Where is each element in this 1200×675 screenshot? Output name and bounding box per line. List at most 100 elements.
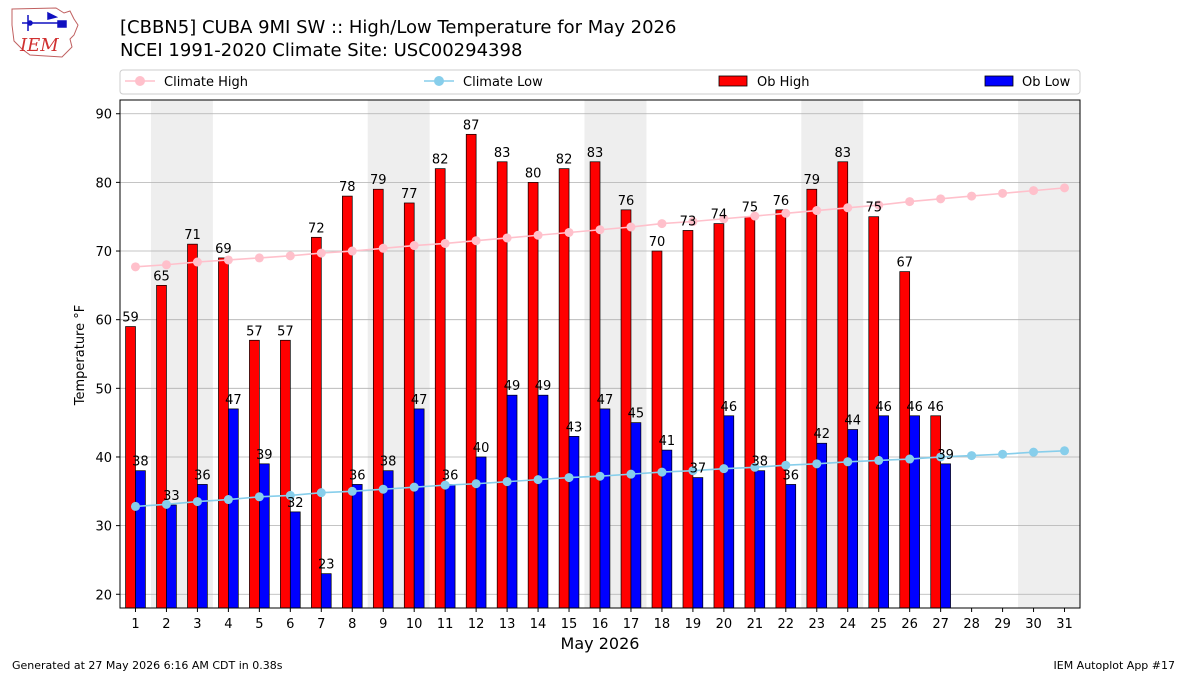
ob-high-bar	[187, 243, 198, 609]
ob-high-bar	[744, 216, 756, 609]
ob-low-bar	[723, 415, 735, 609]
climate-high-point	[409, 241, 419, 251]
ob-low-bar	[289, 511, 301, 609]
climate-high-point	[471, 236, 481, 246]
x-tick-label: 4	[224, 617, 232, 632]
ob-high-bar	[218, 257, 229, 609]
bar-value-labels: 59 65 71 69 57 57 72 78 79 77 82 87 83 80 82 83 76 70 73 74…	[122, 118, 954, 572]
climate-high-point	[316, 248, 326, 258]
ob-low-label: 47	[411, 393, 428, 408]
legend-item-climate-high: Climate High	[125, 75, 248, 90]
ob-low-label: 47	[597, 393, 614, 408]
climate-low-point	[161, 499, 171, 509]
ob-low-bar	[940, 463, 951, 609]
legend-label-climate-low: Climate Low	[463, 75, 543, 90]
ob-low-bar	[166, 504, 177, 609]
logo-text: IEM	[19, 35, 59, 56]
x-tick-label: 20	[716, 617, 733, 632]
y-tick-label: 90	[95, 108, 112, 123]
ob-low-label: 37	[690, 462, 707, 477]
climate-low-point	[781, 460, 791, 470]
x-tick-label: 9	[379, 617, 387, 632]
ob-low-label: 43	[566, 420, 583, 435]
climate-high-point	[936, 194, 946, 204]
climate-low-point	[657, 467, 667, 477]
x-tick-label: 6	[286, 617, 294, 632]
x-tick-label: 19	[685, 617, 702, 632]
ob-low-label: 44	[844, 414, 861, 429]
y-tick-label: 60	[95, 314, 112, 329]
x-tick-label: 25	[870, 617, 887, 632]
x-tick-label: 8	[348, 617, 356, 632]
climate-low-point	[409, 482, 419, 492]
footer-generated: Generated at 27 May 2026 6:16 AM CDT in …	[12, 659, 283, 672]
y-tick-label: 80	[95, 176, 112, 191]
climate-low-point	[750, 462, 760, 472]
climate-high-point	[564, 227, 574, 237]
x-tick-label: 3	[193, 617, 201, 632]
x-tick-label: 13	[499, 617, 516, 632]
x-tick-label: 23	[809, 617, 826, 632]
ob-low-label: 42	[813, 427, 830, 442]
ob-low-label: 32	[287, 496, 304, 511]
ob-low-bar	[847, 429, 859, 609]
chart-subtitle: NCEI 1991-2020 Climate Site: USC00294398	[120, 40, 523, 61]
x-tick-label: 10	[406, 617, 423, 632]
legend-item-climate-low: Climate Low	[424, 75, 543, 90]
ob-high-label: 57	[277, 324, 294, 339]
ob-low-label: 38	[380, 455, 397, 470]
ob-low-label: 38	[752, 455, 769, 470]
ob-high-label: 76	[773, 194, 790, 209]
climate-high-point	[688, 217, 698, 227]
weekend-shade	[1018, 100, 1080, 608]
y-tick-label: 70	[95, 245, 112, 260]
ob-high-label: 70	[649, 235, 666, 250]
climate-low-point	[130, 501, 140, 511]
ob-low-bar	[599, 408, 611, 609]
climate-low-point	[316, 488, 326, 498]
climate-low-point	[564, 473, 574, 483]
ob-high-label: 67	[896, 256, 913, 271]
climate-high-point	[1029, 186, 1039, 196]
x-tick-label: 5	[255, 617, 263, 632]
ob-low-bar	[135, 470, 146, 609]
climate-high-point	[781, 208, 791, 218]
ob-low-bar	[537, 394, 549, 609]
climate-high-point	[967, 191, 977, 201]
legend-label-ob-low: Ob Low	[1022, 75, 1071, 90]
climate-low-point	[533, 475, 543, 485]
ob-high-label: 75	[742, 201, 759, 216]
ob-high-label: 83	[835, 146, 852, 161]
ob-high-label: 57	[246, 324, 263, 339]
ob-high-bar	[249, 339, 260, 609]
climate-low-point	[905, 454, 915, 464]
climate-high-point	[130, 262, 140, 272]
climate-lines	[130, 183, 1070, 511]
ob-high-label: 75	[865, 201, 882, 216]
climate-low-point	[688, 466, 698, 476]
climate-high-point	[719, 214, 729, 224]
climate-high-point	[161, 260, 171, 270]
x-tick-label: 16	[592, 617, 609, 632]
climate-low-point	[1029, 447, 1039, 457]
y-tick-label: 20	[95, 588, 112, 603]
iem-logo: IEM	[11, 7, 79, 58]
climate-low-point	[595, 471, 605, 481]
ob-high-bar	[434, 168, 446, 609]
climate-low-point	[967, 451, 977, 461]
ob-low-label: 46	[875, 400, 892, 415]
x-tick-label: 12	[468, 617, 485, 632]
ob-low-label: 36	[349, 468, 366, 483]
x-tick-label: 18	[654, 617, 671, 632]
climate-low-point	[192, 497, 202, 507]
climate-low-point	[471, 479, 481, 489]
ob-low-bar	[413, 408, 425, 609]
x-tick-label: 2	[162, 617, 170, 632]
y-axis-label: Temperature °F	[73, 305, 88, 406]
climate-low-point	[719, 464, 729, 474]
y-tick-label: 30	[95, 520, 112, 535]
legend-frame	[119, 69, 1081, 95]
ob-high-label: 71	[184, 228, 201, 243]
climate-high-point	[998, 188, 1008, 198]
climate-low-point	[502, 477, 512, 487]
